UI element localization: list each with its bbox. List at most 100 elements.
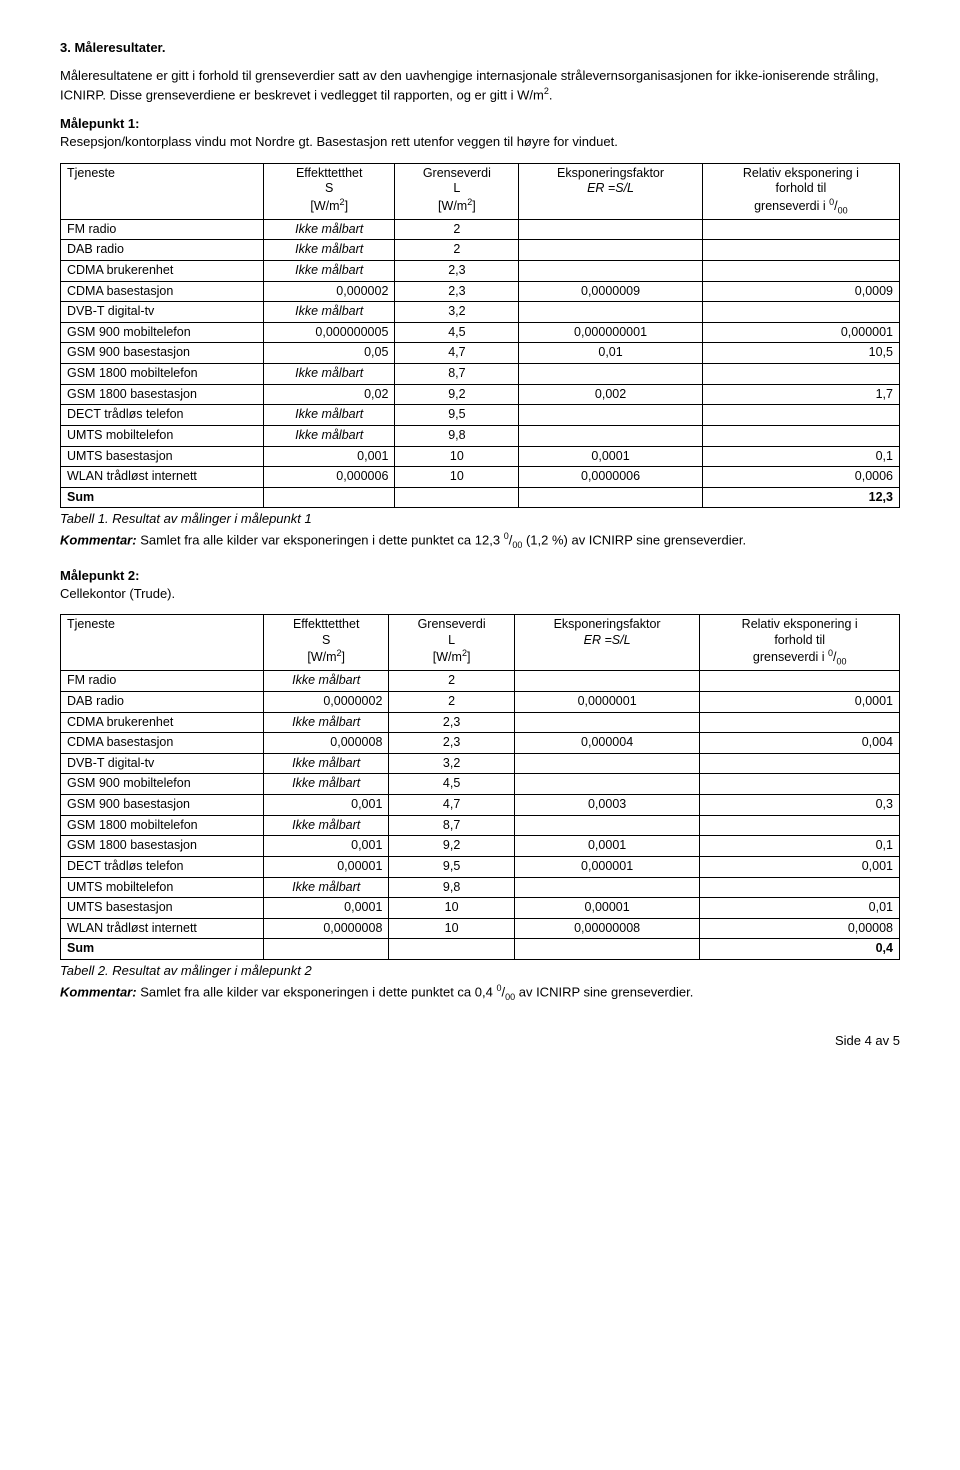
th-rel-l2: forhold til <box>774 633 825 647</box>
table-sum-row: Sum 12,3 <box>61 487 900 508</box>
cell-rel <box>702 364 899 385</box>
cell-rel: 0,1 <box>702 446 899 467</box>
th-relativ: Relativ eksponering i forhold til grense… <box>700 615 900 671</box>
cell-s: Ikke målbart <box>264 240 395 261</box>
table-1-caption: Tabell 1. Resultat av målinger i målepun… <box>60 510 900 528</box>
table-2-comment: Kommentar: Samlet fra alle kilder var ek… <box>60 982 900 1003</box>
table-row: GSM 900 basestasjon0,0014,70,00030,3 <box>61 795 900 816</box>
comment-text-b: av ICNIRP sine grenseverdier. <box>515 984 693 999</box>
th-exp-l2a: ER =S <box>587 181 623 195</box>
intro-end: . <box>549 87 553 102</box>
th-rel-l2: forhold til <box>776 181 827 195</box>
mp1-label: Målepunkt 1: <box>60 116 139 131</box>
th-eff-l3a: [W/m <box>307 651 336 665</box>
cell-rel: 1,7 <box>702 384 899 405</box>
intro-text: Måleresultatene er gitt i forhold til gr… <box>60 68 879 102</box>
th-gr-l3a: [W/m <box>433 651 462 665</box>
cell-er <box>519 425 702 446</box>
table-row: DAB radioIkke målbart2 <box>61 240 900 261</box>
table-sum-row: Sum 0,4 <box>61 939 900 960</box>
cell-rel: 0,1 <box>700 836 900 857</box>
table-row: CDMA basestasjon0,0000022,30,00000090,00… <box>61 281 900 302</box>
cell-s: 0,001 <box>264 836 389 857</box>
th-service: Tjeneste <box>61 163 264 219</box>
table-2: Tjeneste Effekttetthet S [W/m 2] Grenseve… <box>60 614 900 960</box>
cell-rel: 0,00008 <box>700 918 900 939</box>
th-eff-l2: S <box>322 633 330 647</box>
cell-er <box>519 260 702 281</box>
cell-rel <box>702 425 899 446</box>
cell-er: 0,000004 <box>514 733 700 754</box>
cell-rel <box>700 877 900 898</box>
th-eff-l1: Effekttetthet <box>293 617 359 631</box>
th-eff-l3b: ] <box>342 651 345 665</box>
sum-value: 0,4 <box>700 939 900 960</box>
th-gr-l2: L <box>453 181 460 195</box>
cell-er <box>519 302 702 323</box>
sup-0: 0 <box>504 531 509 541</box>
table-row: CDMA brukerenhetIkke målbart2,3 <box>61 260 900 281</box>
mp2-desc: Cellekontor (Trude). <box>60 586 175 601</box>
cell-s: 0,05 <box>264 343 395 364</box>
cell-l: 4,7 <box>395 343 519 364</box>
cell-l: 4,5 <box>395 322 519 343</box>
cell-service: GSM 1800 basestasjon <box>61 836 264 857</box>
sup-0: 0 <box>496 983 501 993</box>
sum-empty <box>519 487 702 508</box>
cell-rel <box>700 774 900 795</box>
cell-rel <box>702 240 899 261</box>
sum-empty <box>514 939 700 960</box>
cell-s: Ikke målbart <box>264 815 389 836</box>
table-row: DVB-T digital-tvIkke målbart3,2 <box>61 302 900 323</box>
cell-service: GSM 1800 basestasjon <box>61 384 264 405</box>
cell-l: 9,8 <box>395 425 519 446</box>
cell-l: 9,5 <box>389 856 514 877</box>
sub-00: 00 <box>505 992 515 1002</box>
table-row: CDMA basestasjon0,0000082,30,0000040,004 <box>61 733 900 754</box>
cell-l: 2 <box>389 671 514 692</box>
cell-service: DVB-T digital-tv <box>61 302 264 323</box>
cell-service: UMTS basestasjon <box>61 446 264 467</box>
table-row: DVB-T digital-tvIkke målbart3,2 <box>61 753 900 774</box>
th-eff-l1: Effekttetthet <box>296 166 362 180</box>
cell-service: UMTS mobiltelefon <box>61 425 264 446</box>
cell-er: 0,0003 <box>514 795 700 816</box>
cell-er: 0,0001 <box>514 836 700 857</box>
cell-service: WLAN trådløst internett <box>61 918 264 939</box>
table-1: Tjeneste Effekttetthet S [W/m2] Grenseve… <box>60 163 900 509</box>
cell-er <box>514 877 700 898</box>
cell-service: GSM 900 mobiltelefon <box>61 322 264 343</box>
table-row: CDMA brukerenhetIkke målbart2,3 <box>61 712 900 733</box>
cell-l: 2 <box>389 691 514 712</box>
th-rel-l3a: grenseverdi i <box>753 651 828 665</box>
cell-s: 0,02 <box>264 384 395 405</box>
intro-paragraph: Måleresultatene er gitt i forhold til gr… <box>60 67 900 103</box>
comment-label: Kommentar: <box>60 532 137 547</box>
cell-er <box>519 364 702 385</box>
table-row: WLAN trådløst internett0,000006100,00000… <box>61 467 900 488</box>
cell-er: 0,01 <box>519 343 702 364</box>
mp1-desc: Resepsjon/kontorplass vindu mot Nordre g… <box>60 134 618 149</box>
cell-service: DAB radio <box>61 691 264 712</box>
th-service: Tjeneste <box>61 615 264 671</box>
cell-service: GSM 900 mobiltelefon <box>61 774 264 795</box>
comment-text-a: Samlet fra alle kilder var eksponeringen… <box>137 532 504 547</box>
table-row: GSM 900 mobiltelefonIkke målbart4,5 <box>61 774 900 795</box>
table-header-row: Tjeneste Effekttetthet S [W/m2] Grenseve… <box>61 615 900 671</box>
th-eksponeringsfaktor: Eksponeringsfaktor ER =S/L <box>514 615 700 671</box>
cell-service: UMTS mobiltelefon <box>61 877 264 898</box>
cell-l: 2 <box>395 240 519 261</box>
cell-er: 0,000000001 <box>519 322 702 343</box>
table-row: FM radioIkke målbart2 <box>61 671 900 692</box>
cell-s: Ikke målbart <box>264 260 395 281</box>
th-gr-l1: Grenseverdi <box>418 617 486 631</box>
cell-er: 0,00000008 <box>514 918 700 939</box>
cell-service: DAB radio <box>61 240 264 261</box>
cell-l: 10 <box>395 467 519 488</box>
cell-rel: 0,3 <box>700 795 900 816</box>
cell-rel: 0,0009 <box>702 281 899 302</box>
cell-s: 0,000008 <box>264 733 389 754</box>
cell-s: Ikke målbart <box>264 425 395 446</box>
table-header-row: Tjeneste Effekttetthet S [W/m2] Grenseve… <box>61 163 900 219</box>
table-1-comment: Kommentar: Samlet fra alle kilder var ek… <box>60 530 900 551</box>
